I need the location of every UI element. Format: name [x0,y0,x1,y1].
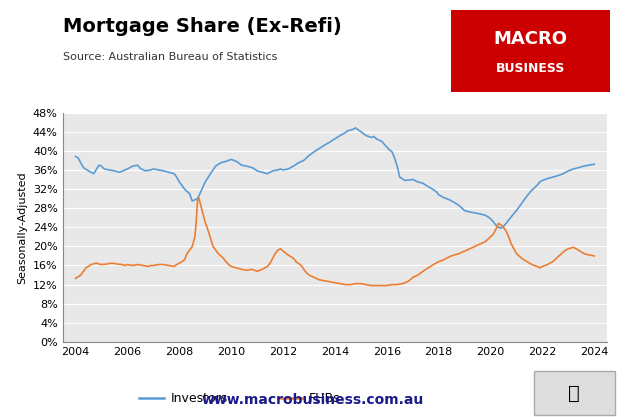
Text: www.macrobusiness.com.au: www.macrobusiness.com.au [202,392,424,407]
Text: MACRO: MACRO [493,30,568,48]
Text: BUSINESS: BUSINESS [496,63,565,75]
Text: Mortgage Share (Ex-Refi): Mortgage Share (Ex-Refi) [63,17,341,36]
Y-axis label: Seasonally-Adjusted: Seasonally-Adjusted [18,171,28,284]
Legend: Investors, FHBs: Investors, FHBs [134,387,346,410]
Text: 🐺: 🐺 [568,384,580,402]
Text: Source: Australian Bureau of Statistics: Source: Australian Bureau of Statistics [63,52,277,62]
FancyBboxPatch shape [533,372,615,414]
